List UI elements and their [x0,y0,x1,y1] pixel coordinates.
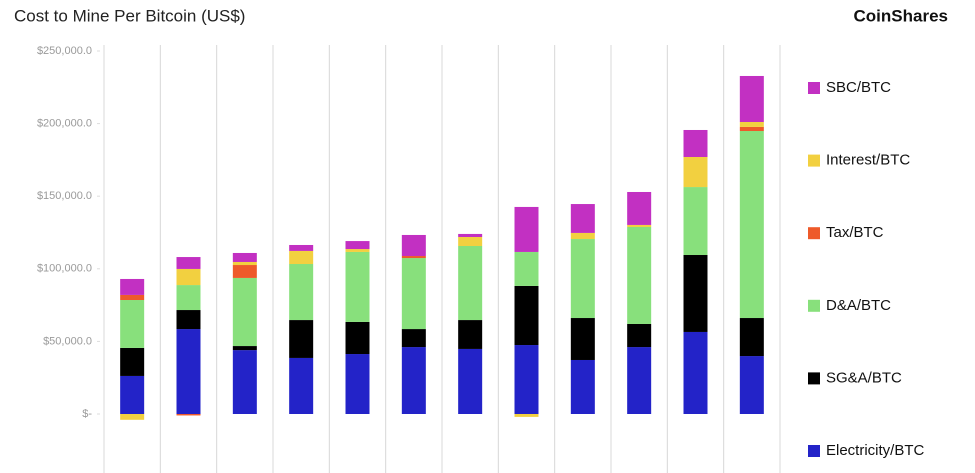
bar-segment [401,347,426,414]
legend-swatch [808,299,820,312]
bar-segment [345,249,370,252]
bar-segment [289,357,314,414]
y-tick-label: $150,000.0 [37,190,92,202]
bar-segment [176,257,201,269]
bar-segment [232,350,257,414]
legend-label: Electricity/BTC [826,442,925,459]
bar-segment [232,277,257,347]
bar-segment [570,239,595,319]
bar-segment [570,232,595,240]
bar-segment [683,187,708,256]
y-tick-label: $100,000.0 [37,263,92,275]
bar-segment [514,285,539,346]
bar-segment [458,348,483,414]
bar-segment [401,329,426,348]
bar-segment [514,414,539,417]
legend-label: SBC/BTC [826,79,891,96]
legend-label: Interest/BTC [826,152,910,169]
bar-segment [176,329,201,414]
legend-label: D&A/BTC [826,297,891,314]
bar-segment [570,318,595,360]
bar-segment [570,359,595,414]
bar-segment [683,255,708,332]
legend-swatch [808,82,820,94]
bar-segment [739,131,764,319]
bar-segment [345,241,370,250]
bar-segment [289,320,314,358]
bar-segment [120,414,145,420]
bar-segment [627,323,652,348]
bar-segment [627,226,652,324]
y-tick-label: $250,000.0 [37,45,92,57]
legend-label: SG&A/BTC [826,369,902,386]
bar-segment [120,300,145,348]
bar-segment [289,264,314,321]
bar-segment [683,331,708,414]
legend-swatch [808,227,820,240]
bar-segment [627,347,652,414]
legend-swatch [808,154,820,167]
bar-segment [289,250,314,265]
bar-segment [401,258,426,330]
y-tick-label: $200,000.0 [37,118,92,130]
bar-segment [232,252,257,262]
bar-segment [570,204,595,233]
bar-segment [289,244,314,251]
chart-title: Cost to Mine Per Bitcoin (US$) [14,6,245,25]
brand-logo: CoinShares [854,6,948,25]
bar-segment [232,265,257,278]
bar-segment [739,356,764,414]
bar-segment [514,206,539,252]
bar-segment [683,129,708,157]
bar-segment [739,126,764,132]
bar-segment [120,347,145,376]
bar-segment [176,268,201,286]
bar-segment [627,191,652,225]
bar-segment [232,261,257,266]
bar-segment [120,375,145,414]
legend-swatch [808,445,820,457]
bar-segment [232,346,257,351]
legend-swatch [808,372,820,385]
bar-segment [401,234,426,257]
bar-segment [345,354,370,414]
bar-segment [739,122,764,127]
bar-segment [458,320,483,349]
bar-segment [739,75,764,123]
bar-segment [458,246,483,321]
legend-label: Tax/BTC [826,224,884,241]
bar-segment [739,318,764,357]
bar-segment [458,233,483,238]
bar-segment [627,224,652,227]
bar-segment [401,256,426,259]
bar-segment [176,285,201,311]
y-tick-label: $50,000.0 [43,335,92,347]
bar-segment [458,237,483,247]
bar-segment [514,345,539,414]
bar-segment [345,321,370,355]
bar-segment [120,278,145,295]
bar-segment [514,251,539,286]
bar-segment [120,294,145,301]
bar-segment [176,310,201,330]
y-tick-label: $- [82,408,92,420]
bar-segment [176,414,201,416]
bar-segment [345,251,370,322]
bar-segment [683,156,708,188]
